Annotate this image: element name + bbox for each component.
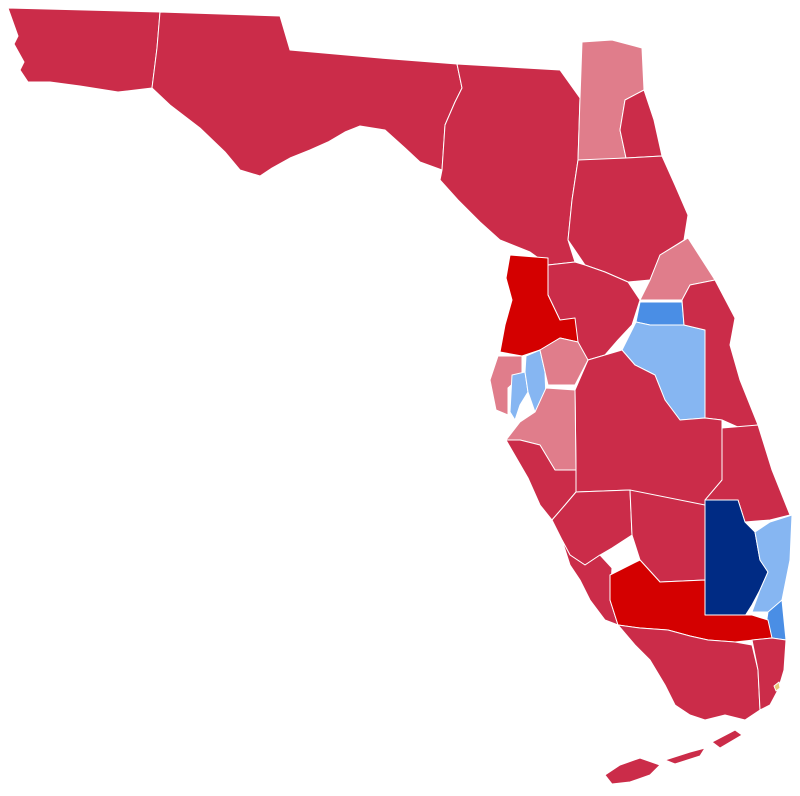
district-big-bend[interactable] — [439, 63, 581, 266]
district-plant-city[interactable] — [539, 337, 589, 386]
district-treasure-coast[interactable] — [704, 424, 791, 523]
district-panhandle-central[interactable] — [151, 11, 463, 177]
district-northeast-coast[interactable] — [619, 89, 663, 159]
district-pinellas-south[interactable] — [509, 371, 529, 421]
district-pinellas-north[interactable] — [489, 355, 523, 416]
district-orlando-north[interactable] — [635, 301, 685, 326]
district-layer — [7, 7, 793, 785]
district-panhandle-west[interactable] — [7, 7, 161, 93]
district-miami-marker[interactable] — [773, 681, 781, 692]
district-keys[interactable] — [604, 729, 743, 785]
district-miami-dade[interactable] — [617, 624, 761, 721]
